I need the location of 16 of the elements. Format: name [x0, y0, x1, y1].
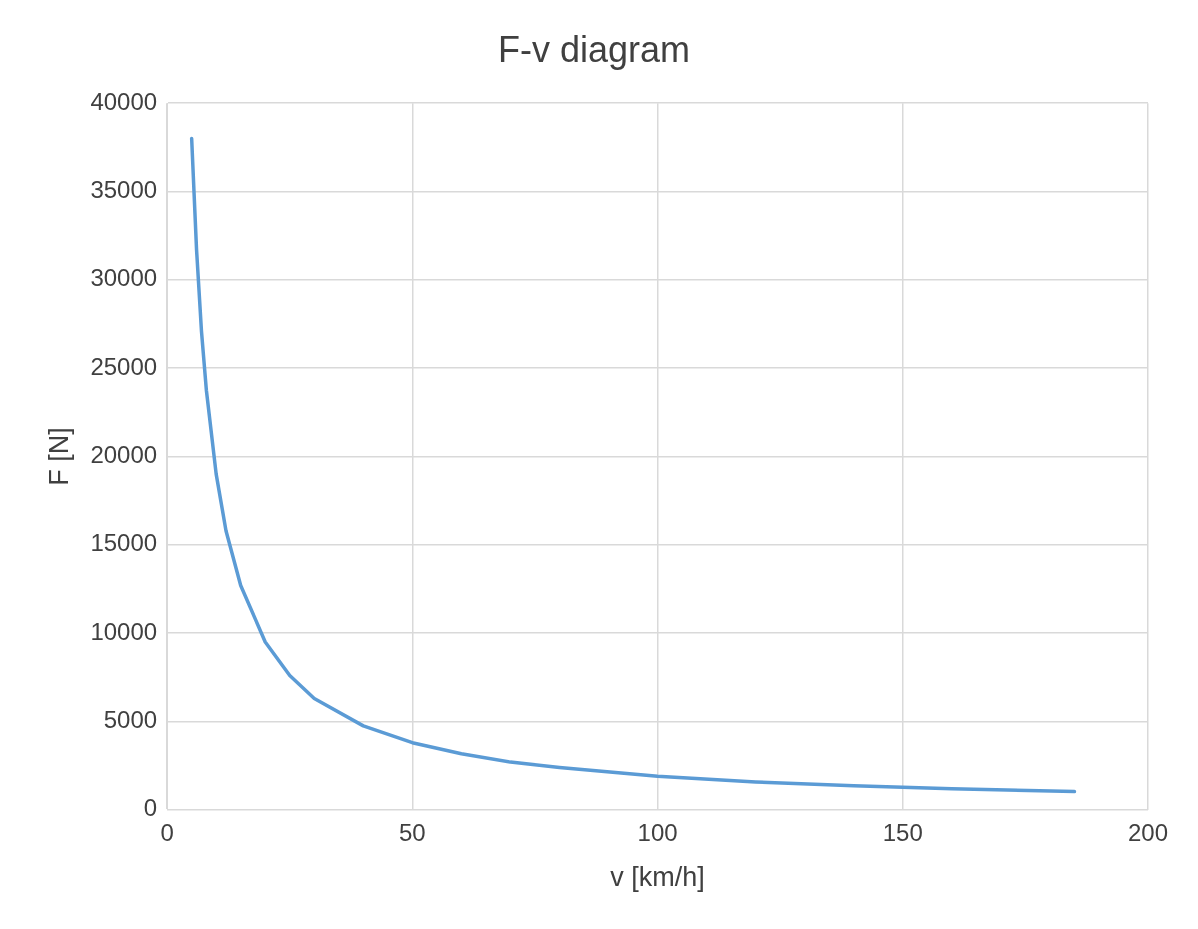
- y-tick-label: 25000: [90, 352, 158, 380]
- y-tick-label: 5000: [103, 706, 158, 734]
- y-tick-label: 15000: [90, 529, 158, 557]
- x-tick-label: 100: [637, 818, 678, 846]
- chart-title: F-v diagram: [497, 28, 691, 70]
- x-axis-title: v [km/h]: [610, 862, 705, 893]
- y-tick-label: 30000: [90, 264, 158, 292]
- y-tick-label: 40000: [90, 87, 158, 115]
- x-tick-label: 200: [1127, 818, 1169, 846]
- y-tick-label: 35000: [90, 176, 158, 204]
- y-tick-label: 20000: [90, 441, 158, 469]
- y-tick-label: 0: [143, 794, 158, 822]
- y-tick-label: 10000: [90, 617, 158, 645]
- x-tick-label: 150: [882, 818, 923, 846]
- x-tick-label: 50: [399, 818, 426, 846]
- y-axis-title: F [N]: [43, 427, 74, 486]
